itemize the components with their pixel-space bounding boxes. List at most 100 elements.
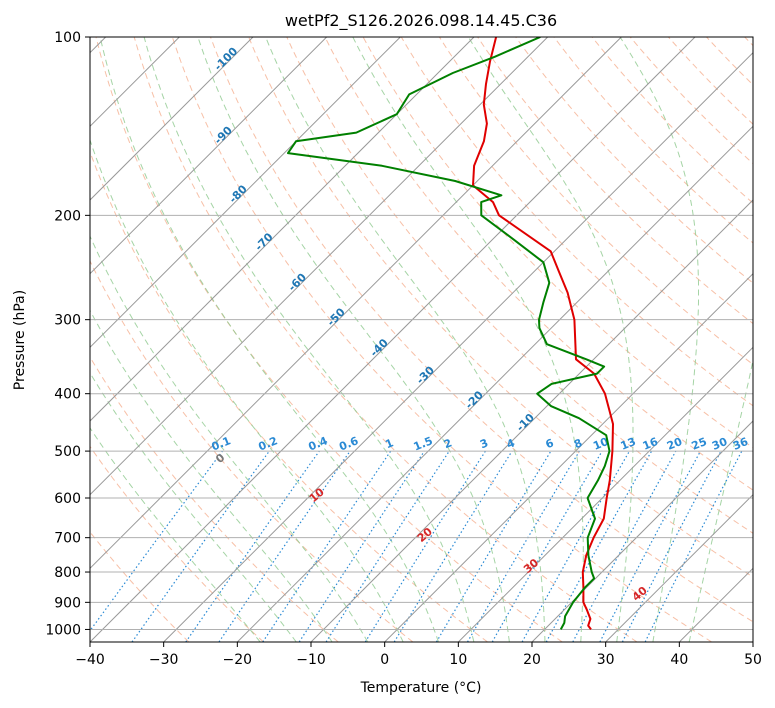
mixing-ratio-line	[393, 450, 513, 642]
mixing-ratio-label: 25	[690, 435, 709, 453]
isotherm-label: -90	[212, 124, 235, 147]
chart-title: wetPf2_S126.2026.098.14.45.C36	[285, 11, 557, 31]
x-tick-label: 40	[670, 652, 688, 668]
moist-adiabat	[619, 37, 699, 642]
moist-adiabat	[143, 37, 475, 642]
background-grid	[90, 37, 753, 642]
mixing-ratio-line	[325, 450, 450, 642]
x-tick-label: −20	[223, 652, 253, 668]
moist-adiabat	[99, 37, 439, 642]
mixing-ratio-line	[435, 450, 552, 642]
moist-adiabat	[90, 138, 404, 642]
mixing-ratio-line	[218, 450, 351, 642]
x-axis-label: Temperature (°C)	[360, 680, 482, 696]
isotherm	[310, 199, 753, 642]
y-tick-label: 900	[54, 595, 81, 611]
mixing-ratio-label: 4	[505, 436, 517, 451]
x-axis: −40 −30 −20 −10 0 10 20 30 40 50	[75, 642, 762, 668]
isotherm	[605, 493, 753, 642]
isotherm-label: -70	[252, 230, 275, 253]
y-tick-label: 500	[54, 444, 81, 460]
mixing-ratio-line	[131, 450, 270, 642]
y-tick-label: 300	[54, 313, 81, 329]
mixing-ratio-line	[644, 450, 743, 642]
mixing-ratio-label: 30	[710, 435, 729, 453]
x-tick-label: 30	[597, 652, 615, 668]
mixing-ratio-label: 16	[641, 435, 660, 453]
mixing-ratio-label: 10	[591, 435, 610, 453]
x-tick-label: −10	[296, 652, 326, 668]
dry-adiabat	[90, 445, 264, 642]
dry-adiabat	[90, 259, 414, 642]
dry-adiabat	[668, 37, 753, 125]
isotherm-label: -30	[414, 363, 437, 386]
moist-adiabat	[90, 371, 297, 642]
y-axis: 100 200 300 400 500 600 700 800 900 1000	[45, 30, 90, 638]
isotherm	[90, 37, 549, 496]
isotherm-label: -40	[368, 336, 391, 359]
dry-adiabat	[90, 531, 190, 642]
x-tick-label: 0	[380, 652, 389, 668]
dry-adiabat	[286, 37, 753, 534]
mixing-ratio-label: 6	[544, 436, 556, 451]
y-tick-label: 700	[54, 531, 81, 547]
mixing-ratio-label: 20	[665, 435, 684, 453]
mixing-ratio-label: 13	[619, 435, 638, 453]
isotherm	[457, 346, 753, 642]
mixing-ratio-label: 3	[478, 436, 490, 451]
isotherm	[678, 567, 753, 642]
isotherm	[90, 37, 254, 201]
dry-adiabat	[248, 37, 753, 578]
isotherm	[236, 125, 753, 642]
dry-adiabat	[95, 37, 563, 642]
isotherm-label: -100	[212, 44, 241, 73]
isotherm	[90, 37, 622, 570]
y-tick-label: 800	[54, 565, 81, 581]
dry-adiabat	[591, 37, 753, 204]
isotherm-label: -80	[227, 182, 250, 205]
plot-frame	[89, 36, 754, 643]
isotherm	[90, 37, 696, 642]
dry-adiabat	[324, 37, 753, 491]
isotherm	[90, 37, 475, 422]
moist-adiabat	[90, 427, 261, 642]
mixing-ratio-line	[185, 450, 320, 642]
mixing-ratio-line	[90, 450, 223, 632]
y-tick-label: 100	[54, 30, 81, 46]
y-tick-label: 600	[54, 491, 81, 507]
isotherm	[531, 420, 753, 642]
moist-adiabat	[467, 37, 634, 642]
mixing-ratio-line	[521, 450, 631, 642]
x-tick-label: −30	[149, 652, 179, 668]
y-tick-label: 400	[54, 387, 81, 403]
isotherm-label: -20	[463, 388, 486, 411]
isotherm	[384, 272, 753, 642]
x-tick-label: 10	[449, 652, 467, 668]
mixing-ratio-label: 36	[731, 435, 750, 453]
dry-adiabat	[706, 37, 753, 86]
moist-adiabat	[90, 309, 333, 642]
dry-adiabat	[133, 37, 638, 642]
mixing-ratio-label: 2	[442, 436, 454, 451]
dry-adiabat	[744, 37, 753, 47]
y-axis-label: Pressure (hPa)	[12, 290, 28, 390]
x-tick-label: 20	[523, 652, 541, 668]
dewpoint-line	[287, 37, 611, 630]
profile-series	[287, 37, 614, 630]
moist-adiabat	[265, 37, 546, 642]
mixing-ratio-line	[298, 450, 425, 642]
moist-adiabat	[90, 235, 369, 642]
mixing-ratio-line	[262, 450, 392, 642]
x-tick-label: 50	[744, 652, 762, 668]
dry-adiabat	[210, 37, 753, 623]
mixing-ratio-line	[599, 450, 702, 642]
isotherm-label: -10	[514, 411, 537, 434]
y-tick-label: 200	[54, 208, 81, 224]
isotherm-label: -60	[286, 270, 309, 293]
isotherm	[163, 51, 753, 642]
moist-adiabat	[688, 358, 753, 642]
isotherm	[90, 37, 328, 275]
isotherm	[90, 37, 401, 349]
mixing-ratio-line	[364, 450, 486, 642]
